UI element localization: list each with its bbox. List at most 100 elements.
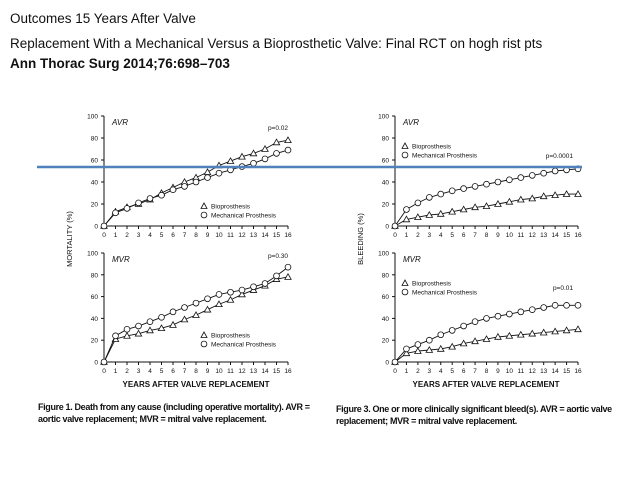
bleeding-avr-point-2 [460, 185, 467, 192]
figure-1-label: Figure 1. [38, 402, 73, 412]
figure-3-caption: Figure 3. One or more clinically signifi… [336, 403, 626, 427]
bleeding-avr-point-1 [562, 190, 571, 197]
mortality-avr-ytick-label: 20 [91, 202, 99, 209]
bleeding-avr-point-2 [506, 176, 513, 184]
bleeding-avr-point-2 [426, 194, 433, 201]
bleeding-avr-xtick-label: 12 [529, 232, 537, 239]
bleeding-mvr-point-2 [517, 308, 525, 316]
mortality-mvr-point-2 [261, 280, 269, 287]
bleeding-avr-point-1 [528, 194, 537, 202]
bleeding-mvr-legend-label-2: Mechanical Prosthesis [412, 290, 478, 297]
bleeding-mvr-xtick-label: 0 [393, 368, 397, 375]
bleeding-mvr-point-2 [391, 358, 399, 366]
mortality-avr-point-2 [192, 178, 200, 186]
mortality-avr-xtick-label: 13 [250, 232, 258, 239]
mortality-mvr-xtick-label: 13 [250, 368, 258, 375]
bleeding-mvr-point-2 [506, 310, 513, 318]
bleeding-avr-ytick-label: 20 [382, 202, 390, 209]
mortality-avr-legend-marker-1 [200, 202, 208, 209]
bleeding-mvr-panel-label: MVR [403, 255, 421, 264]
bleeding-mvr-xtick-label: 1 [405, 368, 409, 375]
bleeding-mvr-point-1 [539, 328, 548, 336]
bleeding-avr-xtick-label: 14 [552, 232, 560, 239]
bleeding-mvr-point-2 [426, 336, 433, 344]
mortality-avr-point-2 [123, 205, 131, 212]
bleeding-mvr-xtick-label: 8 [485, 368, 489, 375]
bleeding-mvr-xtick-label: 12 [529, 368, 537, 375]
mortality-mvr-xtick-label: 11 [227, 368, 234, 375]
mortality-mvr-point-2 [204, 295, 211, 303]
mortality-avr-point-2 [169, 186, 177, 194]
mortality-avr-panel-label: AVR [111, 118, 128, 127]
mortality-mvr-xtick-label: 10 [215, 368, 223, 375]
bleeding-avr-point-1 [482, 202, 491, 210]
mortality-mvr-xtick-label: 4 [148, 368, 152, 375]
bleeding-mvr-point-2 [448, 327, 456, 334]
mortality-avr-xtick-label: 2 [125, 232, 129, 239]
bleeding-mvr-xtick-label: 2 [416, 368, 420, 375]
bleeding-avr-point-2 [391, 222, 399, 230]
bleeding-avr-xtick-label: 16 [574, 232, 582, 239]
bleeding-mvr-xtick-label: 15 [563, 368, 571, 375]
slide-title-line-2: Replacement With a Mechanical Versus a B… [10, 36, 543, 51]
mortality-avr-xtick-label: 16 [284, 232, 292, 239]
bleeding-avr-point-2 [551, 167, 559, 175]
bleeding-avr-point-2 [403, 206, 410, 213]
bleeding-mvr-point-2 [437, 331, 445, 339]
bleeding-mvr-xtick-label: 3 [428, 368, 432, 375]
bleeding-avr-xtick-label: 3 [428, 232, 432, 239]
mortality-mvr-point-2 [273, 272, 280, 280]
bleeding-mvr-point-1 [413, 347, 422, 354]
bleeding-avr-point-1 [494, 199, 502, 207]
bleeding-mvr-ytick-label: 80 [382, 272, 390, 279]
mortality-mvr-xtick-label: 8 [194, 368, 198, 375]
bleeding-avr-xtick-label: 11 [517, 232, 524, 239]
mortality-avr-legend-label-2: Mechanical Prosthesis [211, 213, 277, 220]
bleeding-avr-point-2 [483, 180, 490, 188]
figure-1-text: Death from any cause (including operativ… [38, 402, 310, 424]
mortality-avr-xtick-label: 1 [114, 232, 118, 239]
mortality-mvr-ytick-label: 20 [91, 338, 99, 345]
mortality-avr-point-1 [284, 136, 292, 144]
bleeding-avr-xtick-label: 0 [393, 232, 397, 239]
mortality-avr-xtick-label: 14 [261, 232, 269, 239]
mortality-mvr-xtick-label: 14 [261, 368, 269, 375]
bleeding-avr-xtick-label: 10 [506, 232, 514, 239]
mortality-mvr-point-2 [100, 358, 108, 366]
bleeding-mvr-legend-marker-1 [401, 279, 409, 286]
bleeding-mvr-xtick-label: 6 [462, 368, 466, 375]
bleeding-mvr-point-1 [494, 332, 502, 340]
mortality-avr-xtick-label: 6 [171, 232, 175, 239]
bleeding-avr-point-2 [517, 174, 525, 181]
bleeding-mvr-xtick-label: 10 [506, 368, 514, 375]
bleeding-mvr-point-1 [516, 330, 525, 338]
mortality-mvr-pvalue: p=0.30 [268, 253, 288, 260]
figure-1-caption: Figure 1. Death from any cause (includin… [38, 401, 328, 425]
mortality-mvr-point-2 [123, 325, 131, 333]
mortality-avr-point-2 [284, 146, 292, 154]
bleeding-avr-xtick-label: 13 [540, 232, 548, 239]
mortality-mvr-xtick-label: 15 [273, 368, 281, 375]
mortality-mvr-point-1 [180, 315, 189, 323]
mortality-mvr-legend-label-2: Mechanical Prosthesis [211, 342, 277, 349]
mortality-mvr-point-2 [250, 283, 257, 291]
bleeding-mvr-legend-label-1: Bioprosthesis [412, 281, 452, 288]
bleeding-mvr-legend-marker-2 [401, 288, 409, 296]
mortality-avr-point-1 [203, 168, 212, 175]
bleeding-mvr-point-2 [563, 302, 570, 309]
mortality-mvr-point-1 [192, 311, 200, 318]
bleeding-mvr-point-2 [494, 312, 502, 320]
mortality-avr-point-2 [273, 150, 280, 157]
mortality-mvr-ytick-label: 0 [94, 360, 98, 367]
bleeding-avr-legend-label-1: Bioprosthesis [412, 144, 452, 151]
bleeding-mvr-xtick-label: 5 [450, 368, 454, 375]
bleeding-avr-series-line-2 [394, 168, 579, 227]
bleeding-avr-point-1 [459, 205, 468, 213]
mortality-avr-ytick-label: 0 [94, 224, 98, 231]
bleeding-mvr-point-1 [528, 329, 537, 337]
mortality-mvr-point-2 [215, 291, 223, 298]
mortality-mvr-point-1 [123, 331, 131, 339]
mortality-mvr-panel-label: MVR [112, 255, 130, 264]
mortality-mvr-point-2 [192, 299, 200, 307]
bleeding-mvr-point-2 [471, 318, 479, 325]
